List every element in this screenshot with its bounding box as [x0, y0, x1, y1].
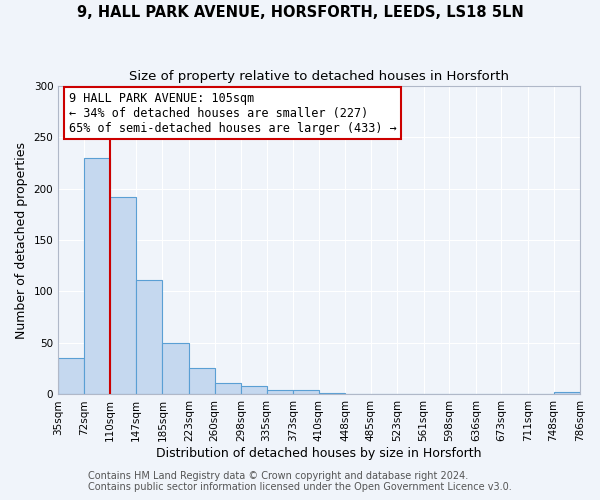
- Y-axis label: Number of detached properties: Number of detached properties: [15, 142, 28, 338]
- Bar: [241, 386, 266, 394]
- Text: 9 HALL PARK AVENUE: 105sqm
← 34% of detached houses are smaller (227)
65% of sem: 9 HALL PARK AVENUE: 105sqm ← 34% of deta…: [68, 92, 397, 134]
- Bar: [58, 358, 84, 394]
- Bar: [189, 368, 215, 394]
- Text: Contains HM Land Registry data © Crown copyright and database right 2024.
Contai: Contains HM Land Registry data © Crown c…: [88, 471, 512, 492]
- Title: Size of property relative to detached houses in Horsforth: Size of property relative to detached ho…: [129, 70, 509, 83]
- Bar: [215, 383, 241, 394]
- Bar: [136, 280, 163, 394]
- X-axis label: Distribution of detached houses by size in Horsforth: Distribution of detached houses by size …: [157, 447, 482, 460]
- Bar: [84, 158, 110, 394]
- Bar: [266, 390, 293, 394]
- Bar: [110, 197, 136, 394]
- Bar: [293, 390, 319, 394]
- Bar: [554, 392, 580, 394]
- Text: 9, HALL PARK AVENUE, HORSFORTH, LEEDS, LS18 5LN: 9, HALL PARK AVENUE, HORSFORTH, LEEDS, L…: [77, 5, 523, 20]
- Bar: [163, 343, 189, 394]
